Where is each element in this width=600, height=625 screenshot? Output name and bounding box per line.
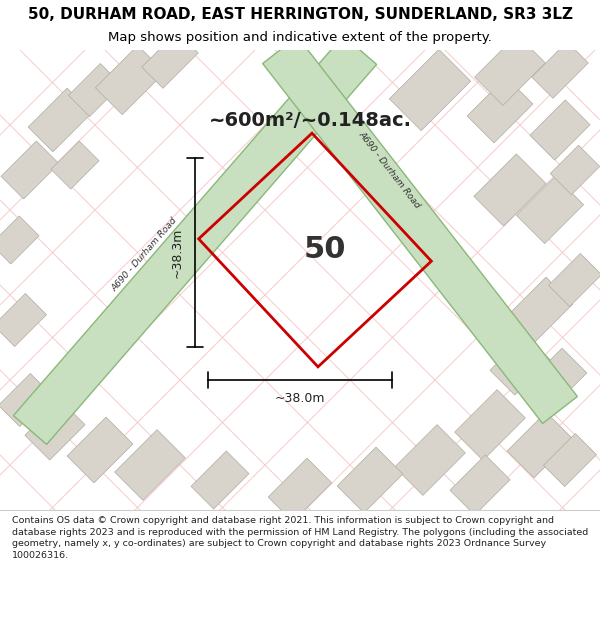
Polygon shape <box>0 374 52 426</box>
Text: Contains OS data © Crown copyright and database right 2021. This information is : Contains OS data © Crown copyright and d… <box>12 516 588 560</box>
Polygon shape <box>68 64 122 116</box>
Polygon shape <box>507 277 573 343</box>
Text: 50: 50 <box>304 236 346 264</box>
Polygon shape <box>523 348 587 412</box>
Polygon shape <box>268 458 332 522</box>
Polygon shape <box>95 46 164 114</box>
Polygon shape <box>395 424 466 496</box>
Polygon shape <box>530 100 590 160</box>
Polygon shape <box>51 141 99 189</box>
Polygon shape <box>142 32 198 88</box>
Polygon shape <box>517 176 584 244</box>
Text: A690 - Durham Road: A690 - Durham Road <box>110 216 179 294</box>
Polygon shape <box>25 400 85 460</box>
Polygon shape <box>67 417 133 483</box>
Polygon shape <box>550 145 600 195</box>
Polygon shape <box>191 451 249 509</box>
Polygon shape <box>0 294 47 346</box>
Polygon shape <box>13 36 377 444</box>
Text: A690 - Durham Road: A690 - Durham Road <box>358 130 422 210</box>
Polygon shape <box>475 34 545 106</box>
Polygon shape <box>28 88 92 152</box>
Polygon shape <box>490 335 550 395</box>
Polygon shape <box>548 254 600 306</box>
Polygon shape <box>389 49 470 131</box>
Text: ~38.0m: ~38.0m <box>275 391 325 404</box>
Polygon shape <box>467 77 533 143</box>
Polygon shape <box>450 455 510 515</box>
Polygon shape <box>455 389 526 461</box>
Polygon shape <box>544 434 596 486</box>
Polygon shape <box>115 429 185 501</box>
Text: 50, DURHAM ROAD, EAST HERRINGTON, SUNDERLAND, SR3 3LZ: 50, DURHAM ROAD, EAST HERRINGTON, SUNDER… <box>28 6 572 21</box>
Polygon shape <box>507 412 573 478</box>
Polygon shape <box>263 36 577 424</box>
Polygon shape <box>337 447 403 513</box>
Polygon shape <box>1 141 59 199</box>
Polygon shape <box>532 42 588 98</box>
Text: ~38.3m: ~38.3m <box>170 228 184 278</box>
Polygon shape <box>474 154 546 226</box>
Polygon shape <box>0 216 39 264</box>
Text: ~600m²/~0.148ac.: ~600m²/~0.148ac. <box>209 111 412 129</box>
Text: Map shows position and indicative extent of the property.: Map shows position and indicative extent… <box>108 31 492 44</box>
